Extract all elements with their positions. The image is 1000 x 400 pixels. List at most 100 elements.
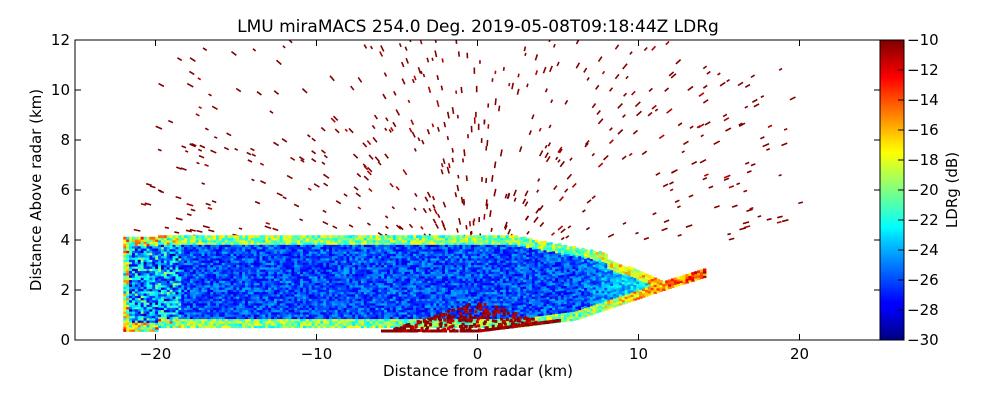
cloud-cell bbox=[143, 236, 148, 240]
cloud-cell bbox=[242, 305, 246, 308]
cloud-cell bbox=[204, 316, 208, 320]
cloud-cell bbox=[233, 302, 237, 306]
cloud-cell bbox=[195, 280, 200, 284]
cloud-cell bbox=[129, 268, 133, 272]
cloud-cell bbox=[320, 239, 324, 243]
cloud-cell bbox=[349, 302, 353, 306]
cloud-cell bbox=[407, 302, 411, 306]
cloud-cell bbox=[178, 323, 182, 326]
cloud-cell bbox=[398, 246, 403, 250]
cloud-cell bbox=[140, 268, 145, 272]
noise-mark bbox=[293, 203, 300, 208]
cloud-cell bbox=[288, 302, 292, 306]
cloud-cell bbox=[436, 287, 440, 290]
cloud-cell bbox=[242, 262, 246, 266]
cloud-cell bbox=[291, 262, 295, 266]
cloud-cell bbox=[297, 316, 301, 320]
cloud-cell bbox=[247, 246, 252, 250]
cloud-cell bbox=[218, 251, 223, 254]
cloud-cell bbox=[175, 251, 179, 254]
cloud-cell bbox=[163, 323, 168, 326]
cloud-cell bbox=[288, 246, 292, 250]
cloud-cell bbox=[149, 252, 153, 256]
cloud-cell bbox=[349, 300, 353, 304]
cloud-cell bbox=[314, 280, 319, 284]
cloud-cell bbox=[250, 237, 255, 241]
cloud-cell bbox=[198, 260, 203, 263]
noise-mark bbox=[282, 196, 287, 200]
cloud-cell bbox=[436, 307, 440, 311]
cloud-cell bbox=[355, 280, 359, 284]
cloud-cell bbox=[427, 280, 432, 284]
cloud-cell bbox=[175, 289, 179, 293]
cloud-cell bbox=[288, 278, 292, 281]
cloud-cell bbox=[192, 246, 197, 250]
cloud-cell bbox=[352, 325, 356, 329]
cloud-cell bbox=[279, 280, 284, 284]
cloud-cell bbox=[300, 316, 304, 320]
cloud-cell bbox=[210, 278, 214, 281]
cloud-cell bbox=[355, 235, 359, 239]
cloud-cell bbox=[381, 300, 385, 304]
cloud-cell bbox=[192, 302, 197, 306]
cloud-cell bbox=[155, 326, 159, 330]
cloud-cell bbox=[387, 257, 391, 261]
cloud-cell bbox=[276, 242, 281, 245]
cloud-cell bbox=[433, 271, 437, 275]
cloud-cell bbox=[392, 262, 397, 266]
noise-mark bbox=[344, 128, 348, 133]
cloud-cell bbox=[236, 264, 240, 268]
cloud-cell bbox=[250, 300, 255, 304]
cloud-cell bbox=[305, 302, 310, 306]
cloud-cell bbox=[204, 309, 208, 313]
cloud-cell bbox=[375, 273, 379, 277]
cloud-cell bbox=[276, 282, 281, 286]
cloud-cell bbox=[279, 242, 284, 245]
cloud-cell bbox=[436, 262, 440, 266]
cloud-cell bbox=[288, 316, 292, 320]
cloud-cell bbox=[207, 291, 211, 295]
cloud-cell bbox=[407, 271, 411, 275]
cloud-cell bbox=[169, 311, 174, 315]
cloud-cell bbox=[262, 323, 266, 326]
cloud-cell bbox=[320, 264, 324, 268]
noise-mark bbox=[465, 175, 468, 182]
cloud-cell bbox=[163, 316, 168, 320]
cloud-cell bbox=[366, 248, 371, 252]
cloud-cell bbox=[239, 246, 243, 250]
cloud-cell bbox=[204, 271, 208, 275]
cloud-cell bbox=[329, 271, 333, 275]
cloud-cell bbox=[369, 307, 374, 311]
cloud-cell bbox=[378, 255, 382, 259]
cloud-cell bbox=[352, 264, 356, 268]
cloud-cell bbox=[198, 300, 203, 304]
cloud-cell bbox=[239, 237, 243, 241]
cloud-cell bbox=[349, 287, 353, 290]
cloud-cell bbox=[134, 326, 139, 330]
cloud-cell bbox=[216, 300, 220, 304]
noise-mark bbox=[499, 149, 503, 157]
cloud-cell bbox=[184, 273, 188, 277]
cloud-cell bbox=[192, 307, 197, 311]
cloud-cell bbox=[126, 299, 130, 303]
cloud-cell bbox=[123, 304, 127, 308]
cloud-cell bbox=[218, 260, 223, 263]
cloud-cell bbox=[331, 282, 336, 286]
cloud-cell bbox=[314, 253, 319, 257]
cloud-cell bbox=[314, 325, 319, 329]
cloud-cell bbox=[218, 253, 223, 257]
cloud-cell bbox=[253, 235, 258, 239]
noise-mark bbox=[713, 205, 720, 209]
cloud-cell bbox=[404, 253, 408, 257]
cloud-cell bbox=[236, 275, 240, 279]
cloud-cell bbox=[363, 318, 368, 322]
cloud-cell bbox=[300, 282, 304, 286]
cloud-cell bbox=[413, 309, 417, 313]
cloud-cell bbox=[247, 235, 252, 239]
cloud-cell bbox=[323, 242, 327, 245]
cloud-cell bbox=[198, 251, 203, 254]
cloud-cell bbox=[250, 287, 255, 290]
cloud-cell bbox=[198, 316, 203, 320]
cloud-cell bbox=[250, 305, 255, 308]
cloud-cell bbox=[297, 307, 301, 311]
